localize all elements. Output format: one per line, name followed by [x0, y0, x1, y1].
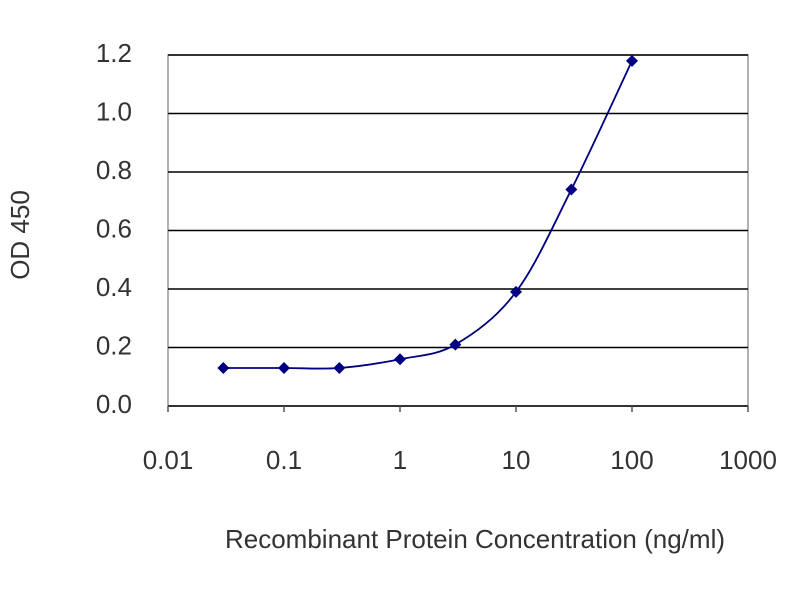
x-tick-label: 100: [610, 445, 653, 475]
x-tick-label: 1: [393, 445, 407, 475]
x-axis-label: Recombinant Protein Concentration (ng/ml…: [225, 524, 725, 554]
data-point: [217, 361, 230, 374]
data-point: [394, 353, 406, 366]
x-tick-label: 1000: [719, 445, 777, 475]
y-tick-label: 0.2: [96, 330, 132, 360]
y-tick-label: 0.8: [96, 155, 132, 185]
data-point: [510, 285, 522, 298]
x-tick-label: 0.01: [143, 445, 194, 475]
y-tick-label: 0.6: [96, 213, 132, 243]
x-tick-label: 0.1: [266, 445, 302, 475]
y-axis-label: OD 450: [5, 190, 35, 280]
data-point: [626, 54, 638, 67]
y-tick-label: 1.0: [96, 96, 132, 126]
y-tick-label: 0.4: [96, 272, 132, 302]
y-tick-label: 1.2: [96, 38, 132, 68]
data-point: [449, 338, 462, 351]
data-point: [333, 361, 346, 374]
data-point: [278, 361, 290, 374]
data-point: [565, 183, 578, 196]
x-tick-label: 10: [502, 445, 531, 475]
y-tick-label: 0.0: [96, 389, 132, 419]
